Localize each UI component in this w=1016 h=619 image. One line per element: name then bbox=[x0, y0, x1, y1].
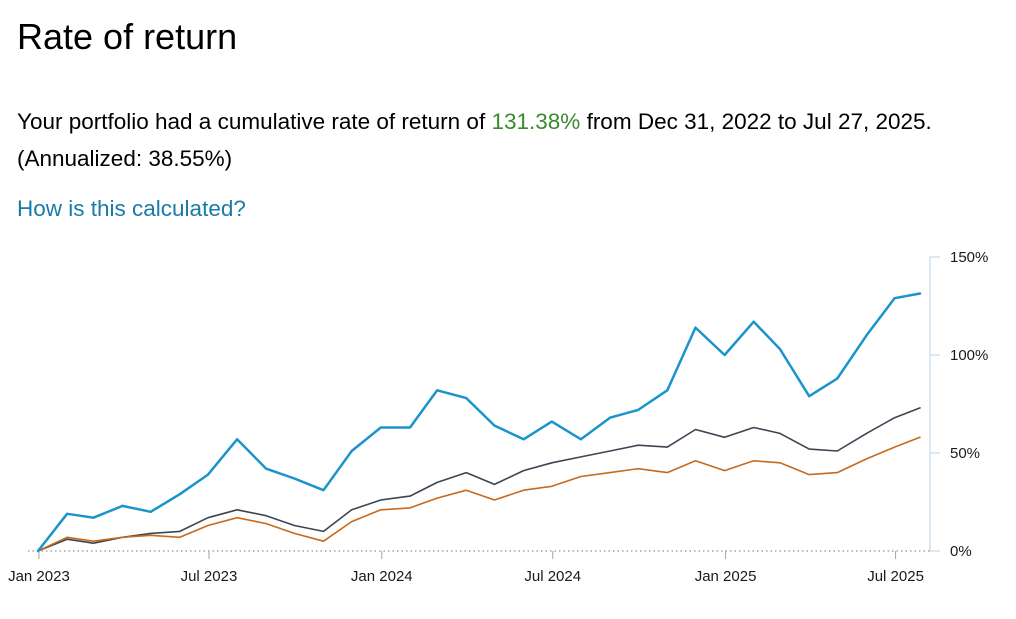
series-line-1 bbox=[36, 292, 922, 553]
x-tick-label: Jul 2024 bbox=[524, 568, 581, 585]
annualized-return-value: 38.55% bbox=[148, 146, 225, 171]
x-tick-label: Jul 2025 bbox=[867, 568, 924, 585]
series-line-3 bbox=[37, 436, 921, 552]
y-tick-label: 150% bbox=[950, 249, 988, 266]
y-tick-label: 0% bbox=[950, 543, 972, 560]
x-tick-label: Jan 2023 bbox=[8, 568, 70, 585]
series-line-2 bbox=[37, 407, 921, 552]
x-axis: Jan 2023 Jul 2023 Jan 2024 Jul 2024 Jan 2025… bbox=[8, 550, 930, 585]
summary-prefix: Your portfolio had a cumulative rate of … bbox=[17, 109, 486, 134]
y-tick-label: 50% bbox=[950, 445, 980, 462]
y-tick-label: 100% bbox=[950, 347, 988, 364]
x-tick-label: Jan 2025 bbox=[695, 568, 757, 585]
page-title: Rate of return bbox=[17, 16, 238, 57]
return-summary: Your portfolio had a cumulative rate of … bbox=[17, 103, 1012, 177]
y-axis: 0% 50% 100% 150% bbox=[929, 249, 988, 560]
summary-middle: from Dec 31, 2022 to Jul 27, 2025. (Annu… bbox=[17, 109, 932, 171]
how-calculated-link[interactable]: How is this calculated? bbox=[17, 196, 246, 221]
cumulative-return-value: 131.38% bbox=[491, 109, 581, 134]
x-tick-label: Jan 2024 bbox=[351, 568, 413, 585]
x-tick-label: Jul 2023 bbox=[181, 568, 238, 585]
series-lines bbox=[36, 292, 922, 553]
summary-suffix: ) bbox=[224, 146, 233, 171]
